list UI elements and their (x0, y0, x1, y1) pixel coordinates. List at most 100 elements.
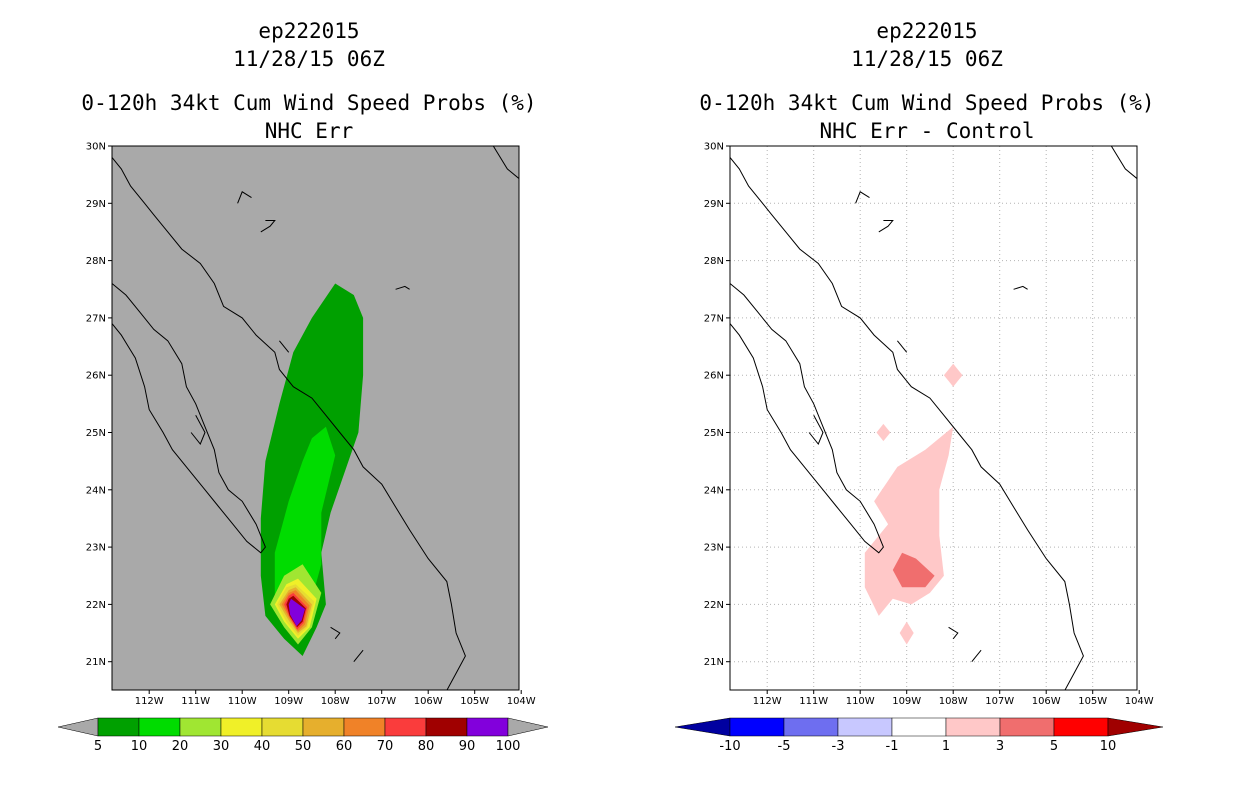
colorbar-swatch (343, 717, 386, 737)
colorbar-label: 10 (131, 739, 148, 754)
chart-title-storm-id: ep222015 (258, 19, 360, 43)
colorbar-label: 90 (459, 739, 476, 754)
plot-area (730, 146, 1137, 690)
lat-tick-label: 29N (86, 199, 106, 210)
colorbar-swatch (220, 717, 263, 737)
coastline (878, 220, 894, 233)
lat-tick-label: 24N (86, 485, 106, 496)
lon-tick-label: 110W (846, 696, 875, 707)
right-chart-panel: ep222015 11/28/15 06Z 0-120h 34kt Cum Wi… (618, 0, 1236, 800)
colorbar-label: -5 (778, 739, 791, 754)
colorbar-label: 60 (336, 739, 353, 754)
lat-tick-label: 25N (704, 428, 724, 439)
chart-title-subtitle: NHC Err (264, 119, 354, 143)
colorbar-swatch (384, 717, 427, 737)
colorbar-label: 5 (1050, 739, 1058, 754)
contour-90-100 (288, 598, 305, 627)
lat-tick-label: 29N (704, 199, 724, 210)
lon-tick-label: 106W (1032, 696, 1061, 707)
lat-tick-label: 26N (86, 371, 106, 382)
colorbar: 5 10 20 30 40 50 60 70 80 90 100 (57, 717, 549, 754)
colorbar-label: 5 (94, 739, 102, 754)
coastline (260, 220, 276, 233)
coastline (237, 191, 252, 204)
lon-tick-label: 108W (321, 696, 350, 707)
lon-tick-label: 107W (367, 696, 396, 707)
colorbar-end-high (1107, 717, 1164, 737)
lon-tick-label: 107W (985, 696, 1014, 707)
right-map-plot: 112W 111W 110W 109W 108W 107W 106W 105W 104W 30N 2… (674, 142, 1164, 754)
colorbar-label: 40 (254, 739, 271, 754)
lon-tick-label: 109W (892, 696, 921, 707)
lon-tick-label: 108W (939, 696, 968, 707)
colorbar-label: 10 (1100, 739, 1117, 754)
plot-frame (729, 145, 1138, 691)
chart-title-variable: 0-120h 34kt Cum Wind Speed Probs (%) (81, 91, 537, 115)
plot-frame (111, 145, 520, 691)
left-chart-panel: ep222015 11/28/15 06Z 0-120h 34kt Cum Wi… (57, 19, 549, 754)
colorbar-swatch (261, 717, 304, 737)
contour-1-3 (943, 363, 963, 387)
colorbar-swatch (783, 717, 839, 737)
coastline (730, 157, 1084, 690)
coastline (897, 340, 908, 353)
lat-tick-label: 30N (86, 142, 106, 153)
plot-background (730, 146, 1137, 690)
colorbar-label: -3 (832, 739, 845, 754)
plot-area (112, 146, 519, 690)
coastline (855, 191, 870, 204)
lat-tick-label: 24N (704, 485, 724, 496)
coastline (948, 626, 959, 640)
contour-1-3 (864, 426, 954, 616)
chart-title-subtitle: NHC Err - Control (819, 119, 1035, 143)
colorbar-label: 30 (213, 739, 230, 754)
coastline (112, 283, 266, 554)
lon-tick-label: 106W (414, 696, 443, 707)
coastline (1110, 146, 1137, 180)
lat-tick-label: 22N (86, 600, 106, 611)
lat-tick-label: 30N (704, 142, 724, 153)
colorbar-label: -1 (886, 739, 899, 754)
lon-tick-label: 111W (181, 696, 210, 707)
coastline (353, 649, 364, 663)
colorbar-end-low (674, 717, 731, 737)
contour-3-5 (892, 552, 935, 588)
colorbar-end-high (507, 717, 549, 737)
colorbar-label: 70 (377, 739, 394, 754)
colorbar-swatch (837, 717, 893, 737)
lon-tick-label: 104W (1125, 696, 1154, 707)
coastline (190, 415, 206, 445)
coastline (279, 340, 290, 353)
colorbar-label: 20 (172, 739, 189, 754)
colorbar-swatch (179, 717, 222, 737)
colorbar-label: 1 (942, 739, 950, 754)
lon-tick-label: 112W (135, 696, 164, 707)
coastline (395, 285, 410, 290)
lat-tick-label: 28N (86, 256, 106, 267)
lat-tick-label: 23N (704, 543, 724, 554)
coastline (112, 157, 466, 690)
lat-tick-label: 27N (86, 313, 106, 324)
coastline (971, 649, 982, 663)
lon-tick-label: 109W (274, 696, 303, 707)
lon-tick-label: 111W (799, 696, 828, 707)
lon-tick-label: 110W (228, 696, 257, 707)
coastline (808, 415, 824, 445)
coastline (330, 626, 341, 640)
colorbar-swatch (729, 717, 785, 737)
colorbar-swatch (97, 717, 140, 737)
colorbar-end-low (57, 717, 99, 737)
lon-tick-label: 105W (1078, 696, 1107, 707)
colorbar-swatch (999, 717, 1055, 737)
colorbar-label: -10 (719, 739, 740, 754)
left-map-plot: 112W 111W 110W 109W 108W 107W 106W 105W 104W 30N 2… (57, 142, 549, 754)
chart-title-variable: 0-120h 34kt Cum Wind Speed Probs (%) (699, 91, 1155, 115)
lon-tick-label: 104W (507, 696, 536, 707)
colorbar-swatch (466, 717, 509, 737)
colorbar-label: 100 (496, 739, 521, 754)
colorbar-swatch (1053, 717, 1109, 737)
coastline (492, 146, 519, 180)
chart-title-datetime: 11/28/15 06Z (233, 47, 385, 71)
colorbar-label: 50 (295, 739, 312, 754)
lat-tick-label: 21N (704, 657, 724, 668)
